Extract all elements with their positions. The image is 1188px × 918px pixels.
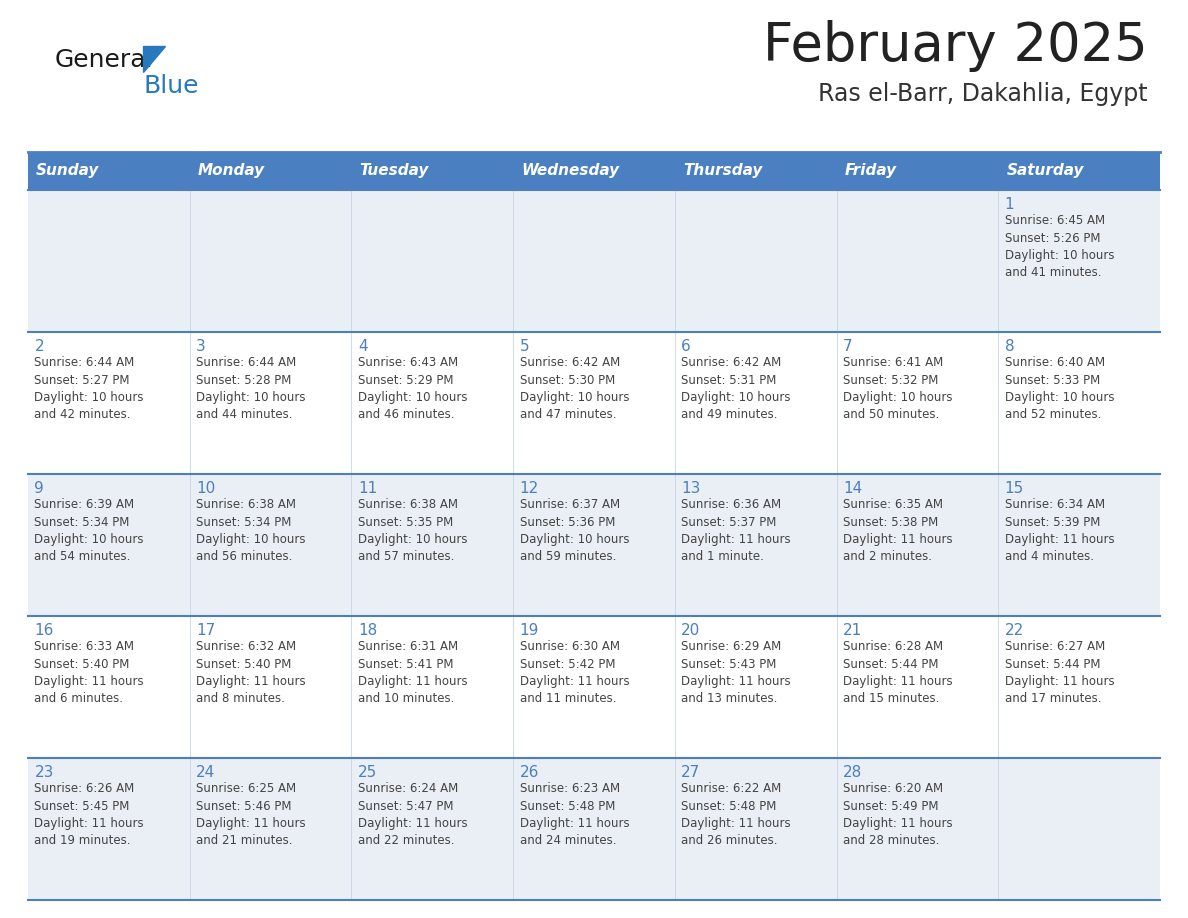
Text: Sunrise: 6:22 AM
Sunset: 5:48 PM
Daylight: 11 hours
and 26 minutes.: Sunrise: 6:22 AM Sunset: 5:48 PM Dayligh…: [682, 782, 791, 847]
Text: 10: 10: [196, 481, 215, 496]
Text: Sunrise: 6:36 AM
Sunset: 5:37 PM
Daylight: 11 hours
and 1 minute.: Sunrise: 6:36 AM Sunset: 5:37 PM Dayligh…: [682, 498, 791, 564]
Text: Tuesday: Tuesday: [360, 163, 429, 178]
Text: 16: 16: [34, 623, 53, 638]
Text: 22: 22: [1005, 623, 1024, 638]
Text: Sunrise: 6:42 AM
Sunset: 5:31 PM
Daylight: 10 hours
and 49 minutes.: Sunrise: 6:42 AM Sunset: 5:31 PM Dayligh…: [682, 356, 791, 421]
Text: Wednesday: Wednesday: [522, 163, 619, 178]
Text: Sunrise: 6:37 AM
Sunset: 5:36 PM
Daylight: 10 hours
and 59 minutes.: Sunrise: 6:37 AM Sunset: 5:36 PM Dayligh…: [519, 498, 630, 564]
Polygon shape: [143, 46, 165, 72]
Text: 19: 19: [519, 623, 539, 638]
Text: 17: 17: [196, 623, 215, 638]
Bar: [352, 152, 513, 190]
Text: Blue: Blue: [143, 74, 198, 98]
Text: Sunrise: 6:39 AM
Sunset: 5:34 PM
Daylight: 10 hours
and 54 minutes.: Sunrise: 6:39 AM Sunset: 5:34 PM Dayligh…: [34, 498, 144, 564]
Text: Ras el-Barr, Dakahlia, Egypt: Ras el-Barr, Dakahlia, Egypt: [819, 82, 1148, 106]
Text: Friday: Friday: [845, 163, 897, 178]
Text: Sunrise: 6:24 AM
Sunset: 5:47 PM
Daylight: 11 hours
and 22 minutes.: Sunrise: 6:24 AM Sunset: 5:47 PM Dayligh…: [358, 782, 468, 847]
Text: Thursday: Thursday: [683, 163, 763, 178]
Text: 14: 14: [843, 481, 862, 496]
Bar: [29, 758, 1159, 900]
Text: 7: 7: [843, 339, 853, 354]
Text: 11: 11: [358, 481, 377, 496]
Text: Sunrise: 6:26 AM
Sunset: 5:45 PM
Daylight: 11 hours
and 19 minutes.: Sunrise: 6:26 AM Sunset: 5:45 PM Dayligh…: [34, 782, 144, 847]
Text: 1: 1: [1005, 197, 1015, 212]
Text: Sunrise: 6:43 AM
Sunset: 5:29 PM
Daylight: 10 hours
and 46 minutes.: Sunrise: 6:43 AM Sunset: 5:29 PM Dayligh…: [358, 356, 467, 421]
Text: Sunrise: 6:41 AM
Sunset: 5:32 PM
Daylight: 10 hours
and 50 minutes.: Sunrise: 6:41 AM Sunset: 5:32 PM Dayligh…: [843, 356, 953, 421]
Text: 20: 20: [682, 623, 701, 638]
Text: 15: 15: [1005, 481, 1024, 496]
Text: Sunrise: 6:45 AM
Sunset: 5:26 PM
Daylight: 10 hours
and 41 minutes.: Sunrise: 6:45 AM Sunset: 5:26 PM Dayligh…: [1005, 214, 1114, 279]
Text: Sunrise: 6:31 AM
Sunset: 5:41 PM
Daylight: 11 hours
and 10 minutes.: Sunrise: 6:31 AM Sunset: 5:41 PM Dayligh…: [358, 640, 468, 706]
Text: Sunrise: 6:40 AM
Sunset: 5:33 PM
Daylight: 10 hours
and 52 minutes.: Sunrise: 6:40 AM Sunset: 5:33 PM Dayligh…: [1005, 356, 1114, 421]
Text: 23: 23: [34, 765, 53, 780]
Text: 13: 13: [682, 481, 701, 496]
Text: General: General: [55, 48, 153, 72]
Text: Sunrise: 6:44 AM
Sunset: 5:28 PM
Daylight: 10 hours
and 44 minutes.: Sunrise: 6:44 AM Sunset: 5:28 PM Dayligh…: [196, 356, 305, 421]
Text: Sunrise: 6:25 AM
Sunset: 5:46 PM
Daylight: 11 hours
and 21 minutes.: Sunrise: 6:25 AM Sunset: 5:46 PM Dayligh…: [196, 782, 305, 847]
Bar: [29, 190, 1159, 332]
Text: 4: 4: [358, 339, 367, 354]
Text: Sunrise: 6:30 AM
Sunset: 5:42 PM
Daylight: 11 hours
and 11 minutes.: Sunrise: 6:30 AM Sunset: 5:42 PM Dayligh…: [519, 640, 630, 706]
Text: 27: 27: [682, 765, 701, 780]
Bar: [836, 152, 998, 190]
Text: 21: 21: [843, 623, 862, 638]
Text: Sunrise: 6:23 AM
Sunset: 5:48 PM
Daylight: 11 hours
and 24 minutes.: Sunrise: 6:23 AM Sunset: 5:48 PM Dayligh…: [519, 782, 630, 847]
Text: Sunrise: 6:38 AM
Sunset: 5:34 PM
Daylight: 10 hours
and 56 minutes.: Sunrise: 6:38 AM Sunset: 5:34 PM Dayligh…: [196, 498, 305, 564]
Text: Sunrise: 6:38 AM
Sunset: 5:35 PM
Daylight: 10 hours
and 57 minutes.: Sunrise: 6:38 AM Sunset: 5:35 PM Dayligh…: [358, 498, 467, 564]
Bar: [513, 152, 675, 190]
Bar: [29, 152, 190, 190]
Bar: [675, 152, 836, 190]
Text: 24: 24: [196, 765, 215, 780]
Text: Saturday: Saturday: [1006, 163, 1083, 178]
Text: Sunrise: 6:34 AM
Sunset: 5:39 PM
Daylight: 11 hours
and 4 minutes.: Sunrise: 6:34 AM Sunset: 5:39 PM Dayligh…: [1005, 498, 1114, 564]
Text: 9: 9: [34, 481, 44, 496]
Text: Sunrise: 6:44 AM
Sunset: 5:27 PM
Daylight: 10 hours
and 42 minutes.: Sunrise: 6:44 AM Sunset: 5:27 PM Dayligh…: [34, 356, 144, 421]
Text: 2: 2: [34, 339, 44, 354]
Text: Sunrise: 6:32 AM
Sunset: 5:40 PM
Daylight: 11 hours
and 8 minutes.: Sunrise: 6:32 AM Sunset: 5:40 PM Dayligh…: [196, 640, 305, 706]
Text: 8: 8: [1005, 339, 1015, 354]
Text: 6: 6: [682, 339, 691, 354]
Text: Sunrise: 6:33 AM
Sunset: 5:40 PM
Daylight: 11 hours
and 6 minutes.: Sunrise: 6:33 AM Sunset: 5:40 PM Dayligh…: [34, 640, 144, 706]
Text: 3: 3: [196, 339, 206, 354]
Text: 12: 12: [519, 481, 539, 496]
Text: February 2025: February 2025: [763, 20, 1148, 72]
Text: Sunrise: 6:27 AM
Sunset: 5:44 PM
Daylight: 11 hours
and 17 minutes.: Sunrise: 6:27 AM Sunset: 5:44 PM Dayligh…: [1005, 640, 1114, 706]
Bar: [998, 152, 1159, 190]
Text: Sunrise: 6:29 AM
Sunset: 5:43 PM
Daylight: 11 hours
and 13 minutes.: Sunrise: 6:29 AM Sunset: 5:43 PM Dayligh…: [682, 640, 791, 706]
Bar: [29, 474, 1159, 616]
Bar: [29, 332, 1159, 474]
Text: 18: 18: [358, 623, 377, 638]
Text: 25: 25: [358, 765, 377, 780]
Bar: [190, 152, 352, 190]
Text: Sunday: Sunday: [36, 163, 100, 178]
Bar: [29, 616, 1159, 758]
Text: Monday: Monday: [197, 163, 265, 178]
Text: Sunrise: 6:20 AM
Sunset: 5:49 PM
Daylight: 11 hours
and 28 minutes.: Sunrise: 6:20 AM Sunset: 5:49 PM Dayligh…: [843, 782, 953, 847]
Text: Sunrise: 6:35 AM
Sunset: 5:38 PM
Daylight: 11 hours
and 2 minutes.: Sunrise: 6:35 AM Sunset: 5:38 PM Dayligh…: [843, 498, 953, 564]
Text: 26: 26: [519, 765, 539, 780]
Text: Sunrise: 6:28 AM
Sunset: 5:44 PM
Daylight: 11 hours
and 15 minutes.: Sunrise: 6:28 AM Sunset: 5:44 PM Dayligh…: [843, 640, 953, 706]
Text: 5: 5: [519, 339, 529, 354]
Text: Sunrise: 6:42 AM
Sunset: 5:30 PM
Daylight: 10 hours
and 47 minutes.: Sunrise: 6:42 AM Sunset: 5:30 PM Dayligh…: [519, 356, 630, 421]
Text: 28: 28: [843, 765, 862, 780]
